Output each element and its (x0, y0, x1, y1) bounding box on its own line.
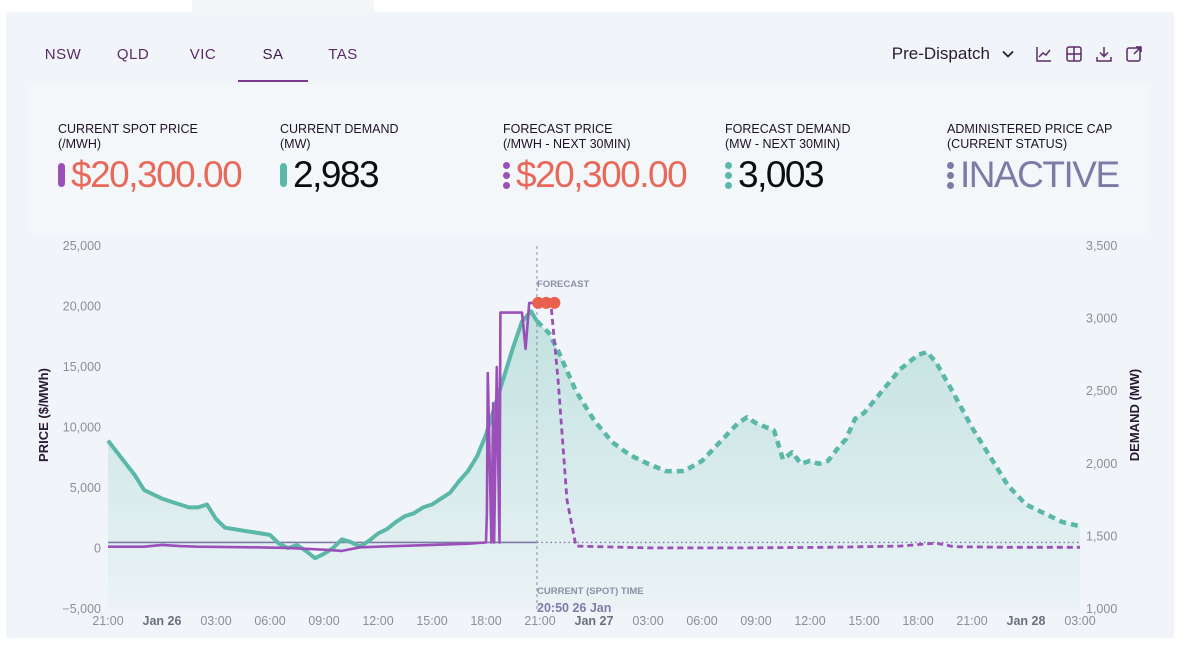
dispatch-label: Pre-Dispatch (891, 44, 990, 63)
tab-nsw[interactable]: NSW (44, 46, 82, 63)
x-tick-label: 03:00 (632, 614, 663, 628)
y2-tick-label: 3,000 (1086, 312, 1117, 326)
spot-price-sublabel: (/MWh) (58, 137, 102, 151)
tab-vic[interactable]: VIC (189, 46, 217, 63)
x-tick-label: 12:00 (794, 614, 825, 628)
forecast-price-value: $20,300.00 (516, 154, 688, 195)
x-tick-label: Jan 28 (1007, 614, 1046, 628)
current-time-label: CURRENT (SPOT) TIME (537, 586, 644, 597)
x-tick-label: 21:00 (92, 614, 123, 628)
forecast-label: FORECAST (537, 279, 589, 290)
x-tick-label: 15:00 (848, 614, 879, 628)
metric-forecast-price: FORECAST PRICE (/MWh - NEXT 30MIN) $20,3… (503, 122, 688, 195)
demand-area (108, 311, 1080, 609)
y-tick-label: 20,000 (63, 300, 101, 314)
x-tick-label: 03:00 (200, 614, 231, 628)
download-icon[interactable] (1094, 44, 1114, 64)
x-tick-label: 15:00 (416, 614, 447, 628)
x-tick-label: 21:00 (524, 614, 555, 628)
forecast-price-label: FORECAST PRICE (503, 122, 613, 136)
demand-forecast-line (535, 319, 1081, 529)
x-tick-label: 12:00 (362, 614, 393, 628)
forecast-price-marker (548, 296, 561, 309)
x-tick-label: 18:00 (470, 614, 501, 628)
y-tick-label: 0 (94, 542, 101, 556)
spot-price-value: $20,300.00 (71, 154, 243, 195)
x-tick-label: 21:00 (956, 614, 987, 628)
y-tick-label: 25,000 (63, 239, 101, 253)
price-cap-label: ADMINISTERED PRICE CAP (947, 122, 1113, 136)
x-tick-label: 03:00 (1064, 614, 1095, 628)
forecast-demand-value: 3,003 (738, 154, 825, 195)
demand-label: CURRENT DEMAND (280, 122, 399, 136)
forecast-price-sublabel: (/MWh - NEXT 30MIN) (503, 137, 631, 151)
x-tick-label: 09:00 (308, 614, 339, 628)
demand-sublabel: (MW) (280, 137, 311, 151)
line-chart-icon[interactable] (1034, 44, 1054, 64)
y-tick-label: −5,000 (62, 602, 101, 616)
metrics-summary: CURRENT SPOT PRICE (/MWh) $20,300.00 CUR… (30, 84, 1150, 234)
y2-tick-label: 3,500 (1086, 239, 1117, 253)
price-forecast-line (536, 301, 1080, 550)
metric-spot-price: CURRENT SPOT PRICE (/MWh) $20,300.00 (58, 122, 243, 195)
y-tick-label: 5,000 (70, 481, 101, 495)
table-icon[interactable] (1064, 44, 1084, 64)
x-tick-label: 09:00 (740, 614, 771, 628)
y2-tick-label: 1,500 (1086, 529, 1117, 543)
expand-icon[interactable] (1124, 44, 1144, 64)
x-tick-label: Jan 27 (575, 614, 614, 628)
price-line (108, 301, 537, 553)
chevron-down-icon[interactable] (998, 44, 1018, 64)
spot-price-label: CURRENT SPOT PRICE (58, 122, 198, 136)
y2-tick-label: 1,000 (1086, 602, 1117, 616)
price-cap-legend-dots (947, 161, 954, 189)
x-tick-label: 06:00 (686, 614, 717, 628)
y-axis-title: PRICE ($/MWh) (36, 368, 51, 462)
tab-tas[interactable]: TAS (328, 46, 358, 63)
current-time-value: 20:50 26 Jan (537, 601, 611, 615)
x-tick-label: Jan 26 (143, 614, 182, 628)
top-strip (0, 0, 1199, 12)
price-cap-sublabel: (CURRENT STATUS) (947, 137, 1068, 151)
tab-sa[interactable]: SA (238, 30, 308, 82)
forecast-price-legend-dots (503, 161, 510, 189)
metric-price-cap: ADMINISTERED PRICE CAP (CURRENT STATUS) … (947, 122, 1120, 195)
demand-legend-bar (280, 163, 287, 187)
x-tick-label: 06:00 (254, 614, 285, 628)
dispatch-select[interactable]: Pre-Dispatch (892, 44, 1018, 64)
y2-tick-label: 2,500 (1086, 384, 1117, 398)
forecast-demand-label: FORECAST DEMAND (725, 122, 851, 136)
y2-axis-title: DEMAND (MW) (1127, 369, 1142, 461)
x-tick-label: 18:00 (902, 614, 933, 628)
y2-tick-label: 2,000 (1086, 457, 1117, 471)
price-cap-value: INACTIVE (960, 154, 1120, 195)
forecast-demand-sublabel: (MW - NEXT 30MIN) (725, 137, 841, 151)
metric-forecast-demand: FORECAST DEMAND (MW - NEXT 30MIN) 3,003 (725, 122, 850, 195)
chart-toolbar: Pre-Dispatch (892, 44, 1144, 64)
top-strip-tab (192, 0, 374, 12)
forecast-demand-legend-dots (725, 161, 732, 189)
demand-value: 2,983 (293, 154, 380, 195)
y-tick-label: 15,000 (63, 360, 101, 374)
metric-demand: CURRENT DEMAND (MW) 2,983 (280, 122, 399, 195)
region-tabs: NSW QLD VIC SA TAS (28, 30, 378, 82)
tab-qld[interactable]: QLD (116, 46, 150, 63)
price-legend-bar (58, 163, 65, 187)
y-tick-label: 10,000 (63, 421, 101, 435)
